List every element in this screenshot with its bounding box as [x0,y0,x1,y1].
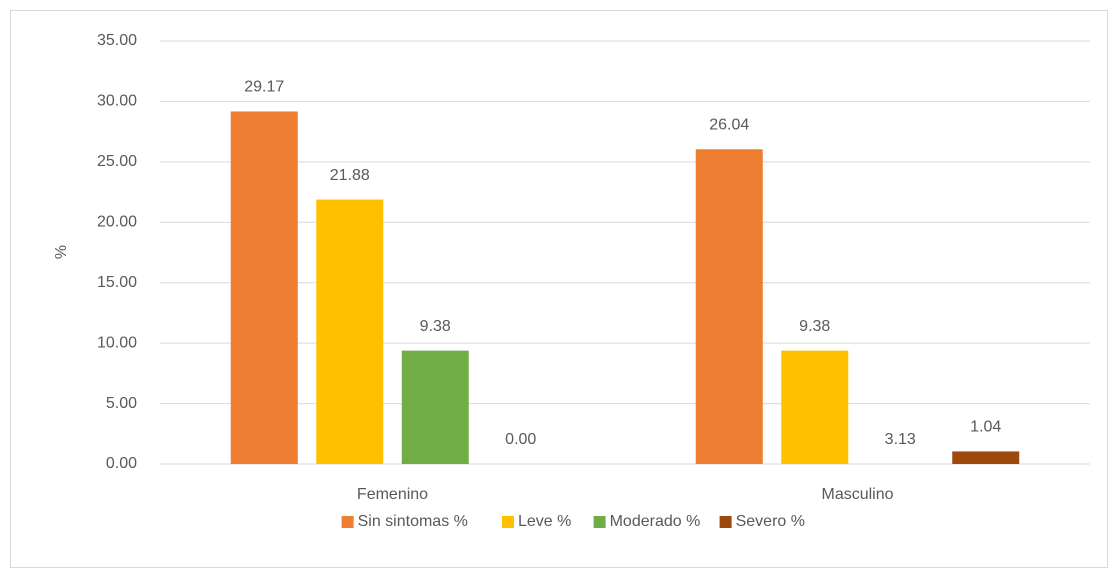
data-label: 29.17 [244,79,284,96]
bar [781,350,849,464]
y-tick-label: 15.00 [97,274,137,291]
y-tick-label: 10.00 [97,334,137,351]
data-label: 0.00 [505,431,536,448]
legend-label: Severo % [736,513,805,530]
legend-swatch [341,516,354,528]
y-tick-label: 30.00 [97,93,137,110]
bar [230,111,298,464]
data-label: 26.04 [709,117,749,134]
y-tick-label: 0.00 [106,455,137,472]
y-tick-label: 5.00 [106,395,137,412]
bar [695,149,763,464]
data-label: 1.04 [970,419,1001,436]
legend-swatch [719,516,732,528]
y-tick-label: 25.00 [97,153,137,170]
bar [952,451,1020,464]
x-tick-label: Masculino [821,486,893,503]
data-label: 9.38 [799,318,830,335]
x-tick-label: Femenino [357,486,428,503]
legend-label: Sin sintomas % [358,513,468,530]
legend-swatch [593,516,606,528]
legend-label: Moderado % [610,513,701,530]
bar [401,350,469,464]
data-label: 21.88 [330,167,370,184]
y-tick-label: 35.00 [97,32,137,49]
data-label: 3.13 [885,431,916,448]
legend-label: Leve % [518,513,571,530]
chart-frame [10,10,1108,568]
data-label: 9.38 [420,318,451,335]
y-axis-label: % [53,245,70,259]
y-tick-label: 20.00 [97,214,137,231]
legend-swatch [502,516,514,528]
bar [316,199,384,464]
